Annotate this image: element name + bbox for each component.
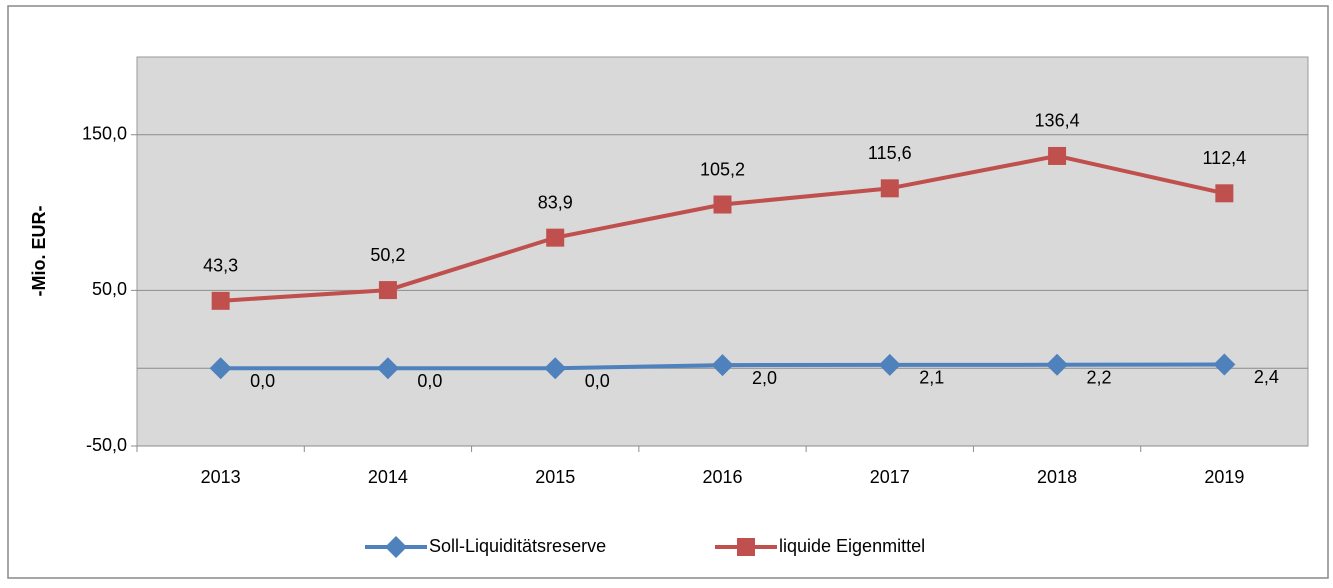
data-point [713, 195, 732, 214]
legend-marker [385, 536, 407, 558]
data-point [211, 291, 230, 310]
x-tick-label: 2018 [1037, 467, 1077, 487]
legend-label: Soll-Liquiditätsreserve [429, 536, 606, 556]
plot-area [136, 56, 1309, 447]
data-label: 50,2 [370, 245, 405, 265]
data-point [880, 179, 899, 198]
y-tick-label: 50,0 [92, 279, 127, 299]
data-point [544, 357, 567, 380]
x-tick-label: 2017 [870, 467, 910, 487]
data-point [546, 228, 565, 247]
data-point [376, 357, 399, 380]
data-point [1213, 353, 1236, 376]
y-axis-label: -Mio. EUR- [29, 206, 49, 297]
data-label: 83,9 [538, 192, 573, 212]
data-label: 43,3 [203, 256, 238, 276]
data-label: 2,1 [919, 368, 944, 388]
x-tick-label: 2019 [1204, 467, 1244, 487]
x-tick-label: 2013 [201, 467, 241, 487]
y-tick-label: -50,0 [86, 435, 127, 455]
data-label: 136,4 [1035, 111, 1080, 131]
data-point [209, 357, 232, 380]
data-label: 105,2 [700, 159, 745, 179]
data-point [878, 353, 901, 376]
data-label: 2,4 [1254, 367, 1279, 387]
data-label: 2,2 [1087, 368, 1112, 388]
legend-marker [737, 538, 755, 556]
data-point [378, 281, 397, 300]
data-point [1046, 353, 1069, 376]
data-point [711, 354, 734, 377]
legend-label: liquide Eigenmittel [779, 536, 925, 556]
x-tick-label: 2015 [535, 467, 575, 487]
x-tick-label: 2014 [368, 467, 408, 487]
data-point [1048, 146, 1067, 165]
x-tick-label: 2016 [702, 467, 742, 487]
data-label: 0,0 [417, 371, 442, 391]
data-label: 0,0 [585, 371, 610, 391]
data-label: 112,4 [1202, 148, 1246, 168]
data-label: 2,0 [752, 368, 777, 388]
data-point [1215, 184, 1234, 203]
data-label: 0,0 [250, 371, 275, 391]
data-label: 115,6 [868, 143, 912, 163]
y-tick-label: 150,0 [82, 124, 127, 144]
